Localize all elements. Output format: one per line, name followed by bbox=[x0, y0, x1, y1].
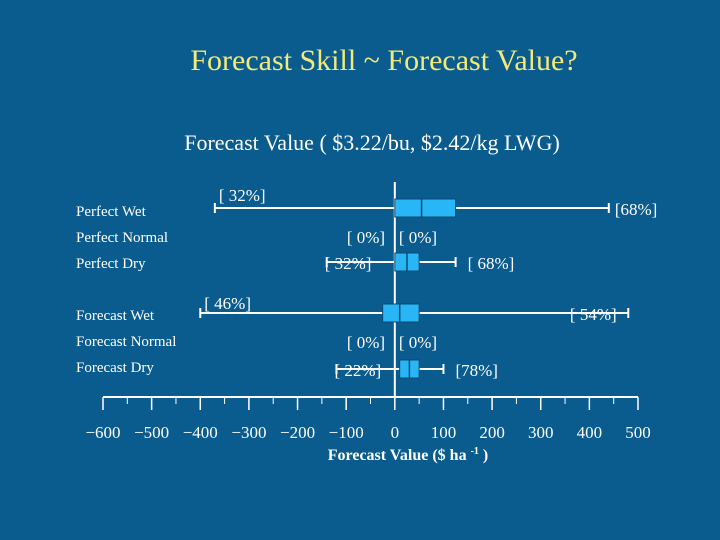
x-tick-label: 0 bbox=[391, 423, 400, 442]
x-axis-title: Forecast Value ($ ha -1 ) bbox=[328, 446, 488, 464]
slide-title: Forecast Skill ~ Forecast Value? bbox=[190, 44, 578, 77]
negative-percent-label: [ 32%] bbox=[325, 254, 372, 273]
negative-percent-label: [ 0%] bbox=[347, 228, 385, 247]
x-tick-label: −300 bbox=[231, 423, 266, 442]
positive-percent-label: [ 0%] bbox=[399, 228, 437, 247]
box-iqr bbox=[394, 198, 457, 218]
positive-percent-label: [ 0%] bbox=[399, 333, 437, 352]
x-tick-label: 500 bbox=[625, 423, 651, 442]
negative-percent-label: [ 22%] bbox=[334, 361, 381, 380]
negative-percent-label: [ 0%] bbox=[347, 333, 385, 352]
row-label-perfect-wet: Perfect Wet bbox=[76, 204, 146, 220]
chart-subtitle: Forecast Value ( $3.22/bu, $2.42/kg LWG) bbox=[184, 130, 560, 155]
x-tick-label: −500 bbox=[134, 423, 169, 442]
x-tick-label: −200 bbox=[280, 423, 315, 442]
x-tick-label: 200 bbox=[479, 423, 505, 442]
positive-percent-label: [ 68%] bbox=[468, 254, 515, 273]
x-tick-label: 400 bbox=[577, 423, 603, 442]
x-tick-label: −400 bbox=[183, 423, 218, 442]
x-tick-label: 300 bbox=[528, 423, 554, 442]
x-tick-label: −600 bbox=[85, 423, 120, 442]
positive-percent-label: [68%] bbox=[615, 200, 657, 219]
positive-percent-label: [ 54%] bbox=[570, 305, 617, 324]
row-label-perfect-dry: Perfect Dry bbox=[76, 256, 146, 272]
row-label-perfect-normal: Perfect Normal bbox=[76, 230, 169, 246]
row-label-forecast-dry: Forecast Dry bbox=[76, 360, 154, 376]
x-tick-label: 100 bbox=[431, 423, 457, 442]
positive-percent-label: [78%] bbox=[455, 361, 497, 380]
row-label-forecast-normal: Forecast Normal bbox=[76, 334, 177, 350]
negative-percent-label: [ 46%] bbox=[204, 294, 251, 313]
row-label-forecast-wet: Forecast Wet bbox=[76, 308, 155, 324]
negative-percent-label: [ 32%] bbox=[219, 186, 266, 205]
x-tick-label: −100 bbox=[329, 423, 364, 442]
box-iqr bbox=[382, 303, 420, 323]
